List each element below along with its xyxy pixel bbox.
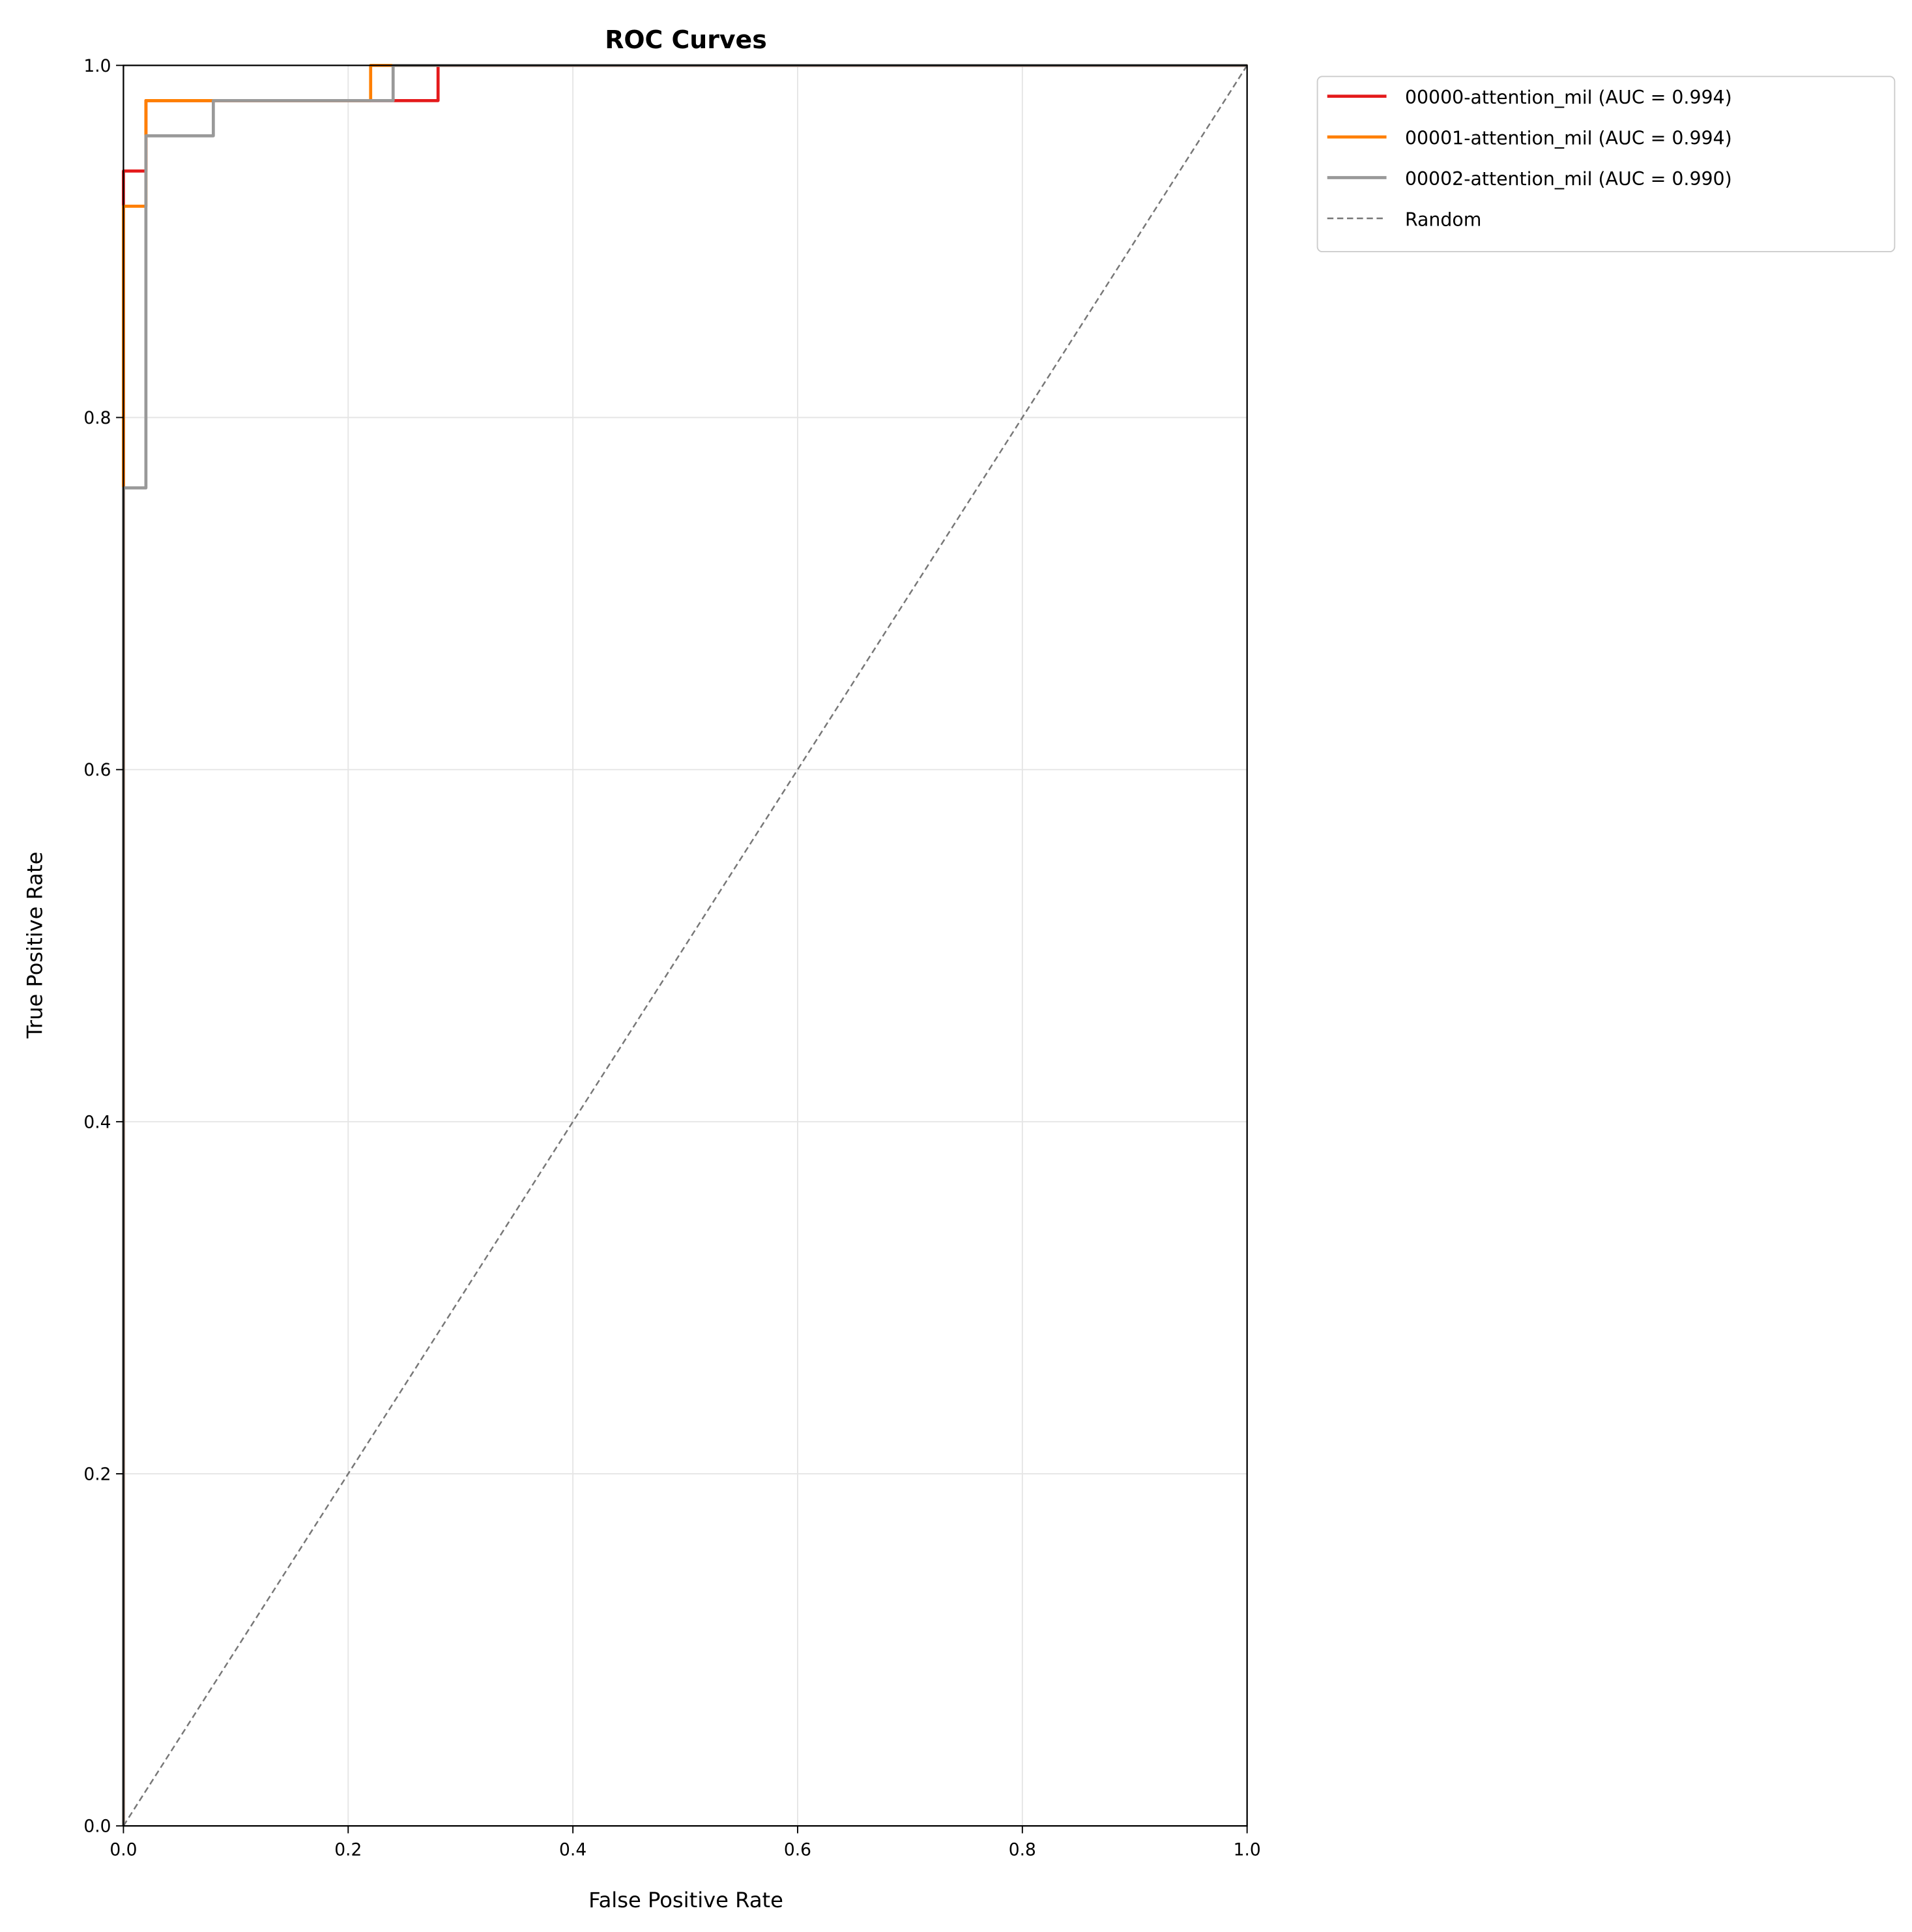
x-tick-label: 0.6 <box>784 1840 811 1860</box>
y-tick-label: 0.8 <box>83 408 111 428</box>
series-line-2 <box>122 63 1247 1826</box>
legend-entry: Random <box>1405 209 1481 230</box>
series-group <box>122 63 1248 1826</box>
x-tick-label: 0.4 <box>559 1840 587 1860</box>
legend-box <box>1316 76 1896 253</box>
x-tick-label: 1.0 <box>1234 1840 1261 1860</box>
series-line-1 <box>122 63 1247 1826</box>
ticks: 0.0 0.2 0.4 0.6 0.8 1.0 0.0 0.2 0.4 0.6 0.8 1.0 <box>83 56 1260 1860</box>
legend-entry: 00000-attention_mil (AUC = 0.994) <box>1405 87 1732 108</box>
y-axis-label: True Positive Rate <box>22 852 47 1039</box>
y-tick-label: 0.0 <box>83 1817 111 1837</box>
legend-entry: 00002-attention_mil (AUC = 0.990) <box>1405 168 1732 190</box>
legend-entry: 00001-attention_mil (AUC = 0.994) <box>1405 127 1732 149</box>
series-line-3 <box>123 65 1248 1826</box>
x-axis-label: False Positive Rate <box>588 1888 783 1912</box>
legend: 00000-attention_mil (AUC = 0.994) 00001-a… <box>1316 76 1896 253</box>
y-tick-label: 0.6 <box>83 760 111 780</box>
x-tick-label: 0.0 <box>109 1840 137 1860</box>
chart-title: ROC Curves <box>605 25 767 54</box>
x-tick-label: 0.8 <box>1009 1840 1036 1860</box>
y-tick-label: 1.0 <box>83 56 111 76</box>
x-tick-label: 0.2 <box>334 1840 362 1860</box>
series-line-0 <box>122 63 1247 1826</box>
grid <box>123 65 1248 1827</box>
axes-frame <box>123 65 1248 1827</box>
y-tick-label: 0.4 <box>83 1112 111 1132</box>
y-tick-label: 0.2 <box>83 1465 111 1485</box>
